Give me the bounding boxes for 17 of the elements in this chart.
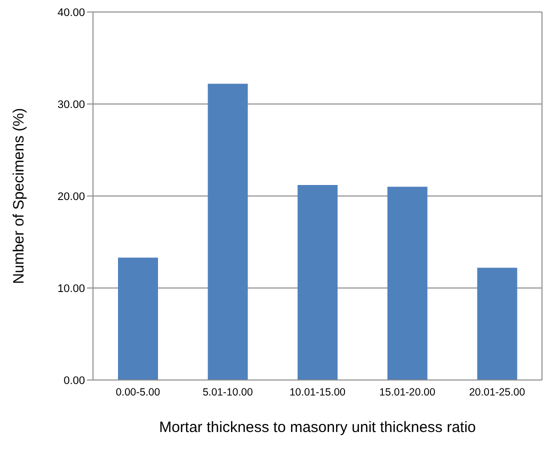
x-tick-label: 15.01-20.00	[379, 386, 436, 398]
y-tick-label: 10.00	[57, 282, 85, 295]
x-tick-label: 0.00-5.00	[116, 386, 160, 398]
bar	[298, 184, 338, 380]
y-tick-label: 20.00	[57, 190, 85, 203]
x-tick-label: 5.01-10.00	[202, 386, 253, 398]
bar	[477, 268, 518, 380]
bar	[387, 186, 428, 380]
x-axis-title: Mortar thickness to masonry unit thickness ratio	[159, 419, 476, 436]
x-tick-label: 10.01-15.00	[289, 386, 346, 398]
y-tick-label: 0.00	[64, 374, 85, 387]
y-axis-title: Number of Specimens (%)	[10, 108, 28, 284]
y-tick-label: 30.00	[57, 98, 85, 111]
bar	[208, 84, 248, 380]
y-tick-label: 40.00	[57, 6, 85, 19]
x-tick-label: 20.01-25.00	[469, 386, 526, 398]
bar	[118, 258, 158, 380]
